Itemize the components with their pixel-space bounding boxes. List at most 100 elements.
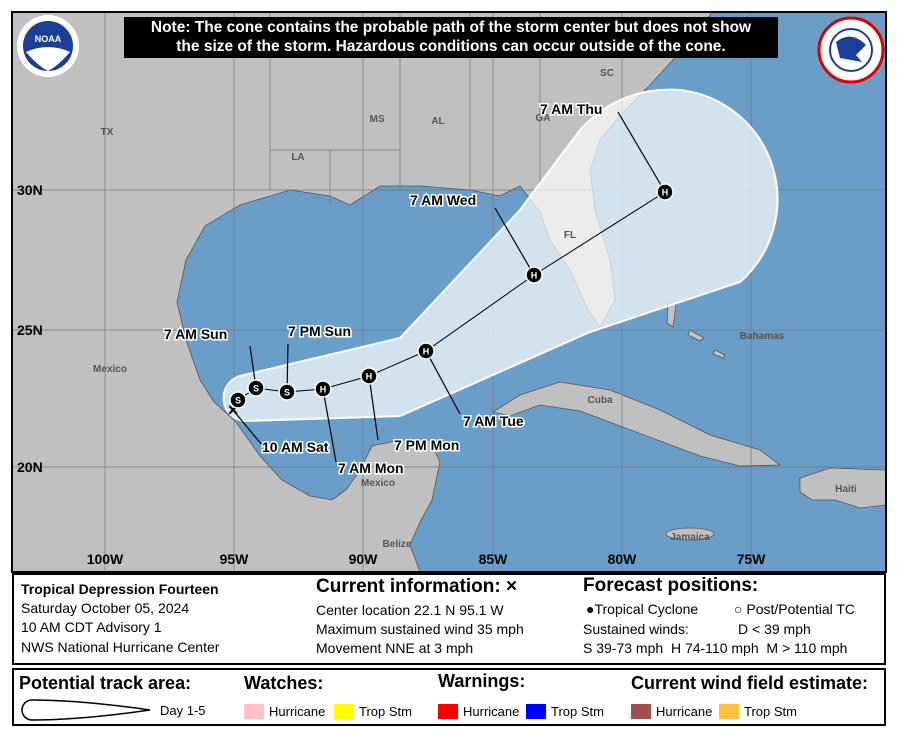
open-circle-icon: ○ (734, 601, 743, 617)
label-leader-line (617, 111, 666, 193)
d-category: D < 39 mph (738, 621, 811, 637)
forecast-point-symbol: S (235, 396, 241, 406)
place-label-la: LA (291, 152, 304, 163)
nws-logo (817, 16, 885, 84)
legend-swatch-label: Trop Stm (359, 704, 412, 719)
advisory-number: 10 AM CDT Advisory 1 (21, 619, 162, 635)
svg-text:NOAA: NOAA (35, 34, 62, 44)
forecast-cone (222, 88, 779, 423)
advisory-date: Saturday October 05, 2024 (21, 600, 190, 616)
place-label-sc: SC (600, 68, 614, 79)
forecast-time-label: 7 AM Thu (540, 101, 602, 117)
watches-title: Watches: (244, 673, 324, 693)
longitude-label: 90W (349, 551, 379, 567)
storm-name: Tropical Depression Fourteen (21, 581, 219, 597)
longitude-label: 80W (608, 551, 638, 567)
place-label-haiti: Haiti (835, 484, 857, 495)
forecast-point-h (314, 380, 332, 398)
forecast-point-h (417, 342, 435, 360)
legend-swatch (334, 704, 354, 719)
forecast-time-label: 7 AM Tue (463, 413, 524, 429)
legend-swatch (719, 704, 739, 719)
cone-note: Note: The cone contains the probable pat… (124, 17, 778, 58)
track-area-title: Potential track area: (19, 673, 192, 693)
agency: NWS National Hurricane Center (21, 639, 220, 655)
tc-label: Tropical Cyclone (594, 601, 699, 617)
label-leader-line (368, 375, 379, 441)
movement: Movement NNE at 3 mph (316, 640, 474, 656)
sustained-label: Sustained winds: (583, 621, 689, 637)
forecast-point-h (360, 367, 378, 385)
forecast-point-s (229, 391, 247, 409)
longitude-label: 100W (87, 551, 124, 567)
max-wind: Maximum sustained wind 35 mph (316, 621, 524, 637)
forecast-point-s (247, 379, 265, 397)
jamaica-land (665, 527, 715, 541)
center-location: Center location 22.1 N 95.1 W (316, 602, 504, 618)
longitude-label: 85W (479, 551, 509, 567)
latitude-label: 30N (17, 182, 43, 198)
place-label-tx: TX (101, 127, 114, 138)
forecast-point-symbol: H (531, 271, 538, 281)
forecast-point-symbol: H (366, 372, 373, 382)
place-label-fl: FL (564, 230, 576, 241)
cuba-land (491, 381, 782, 467)
forecast-point-h (525, 266, 543, 284)
legend-panel: Potential track area: Day 1-5 Watches: W… (12, 668, 886, 726)
legend-swatch-label: Hurricane (656, 704, 713, 719)
longitude-label: 75W (737, 551, 767, 567)
forecast-point-symbol: H (423, 347, 430, 357)
tc-legend: ●Tropical Cyclone (586, 601, 698, 618)
latitude-label: 25N (17, 322, 43, 338)
label-leader-line (322, 388, 337, 463)
noaa-logo: NOAA (17, 15, 79, 77)
ptc-legend: ○ Post/Potential TC (734, 601, 855, 618)
longitude-label: 95W (220, 551, 250, 567)
legend-swatch (438, 704, 458, 719)
ptc-label: Post/Potential TC (746, 601, 856, 617)
current-position-x-icon: × (228, 400, 239, 420)
legend-swatch (631, 704, 651, 719)
place-label-al: AL (431, 116, 444, 127)
label-leader-line (425, 350, 461, 415)
wind-field-title: Current wind field estimate: (631, 673, 869, 693)
note-line-1: Note: The cone contains the probable pat… (150, 19, 752, 36)
place-label-cuba: Cuba (588, 395, 613, 406)
legend-swatch-label: Hurricane (463, 704, 520, 719)
forecast-time-label: 7 PM Sun (288, 323, 351, 339)
latitude-label: 20N (17, 459, 43, 475)
forecast-time-label: 7 PM Mon (394, 437, 459, 453)
forecast-time-label: 7 AM Mon (338, 460, 404, 476)
shm-categories: S 39-73 mph H 74-110 mph M > 110 mph (583, 640, 848, 656)
warnings-title: Warnings: (438, 671, 526, 691)
day-range: Day 1-5 (160, 703, 206, 718)
filled-circle-icon: ● (586, 601, 595, 617)
forecast-point-h (656, 183, 674, 201)
place-label-belize: Belize (383, 539, 412, 550)
label-leader-line (494, 207, 535, 276)
label-leader-line (232, 409, 263, 446)
place-label-ms: MS (370, 114, 385, 125)
forecast-title: Forecast positions: (583, 575, 759, 596)
legend-swatch (244, 704, 264, 719)
forecast-point-symbol: S (284, 388, 290, 398)
legend-swatch-label: Trop Stm (744, 704, 797, 719)
legend-swatch (526, 704, 546, 719)
current-info-title: Current information: × (316, 576, 518, 597)
place-label-bahamas: Bahamas (740, 331, 785, 342)
place-label-ga: GA (536, 113, 551, 124)
place-label-mexico2: Mexico (361, 478, 395, 489)
place-label-mexico1: Mexico (93, 364, 127, 375)
forecast-point-s (278, 383, 296, 401)
forecast-time-label: 10 AM Sat (262, 439, 329, 455)
hispaniola-land (799, 467, 885, 509)
forecast-time-label: 7 AM Wed (410, 192, 476, 208)
legend-swatch-label: Hurricane (269, 704, 326, 719)
forecast-point-symbol: H (662, 188, 669, 198)
legend-swatch-label: Trop Stm (551, 704, 604, 719)
forecast-point-symbol: H (320, 385, 327, 395)
place-label-jamaica: Jamaica (670, 532, 710, 543)
cone-shape-icon (21, 699, 151, 721)
forecast-time-label: 7 AM Sun (164, 326, 227, 342)
